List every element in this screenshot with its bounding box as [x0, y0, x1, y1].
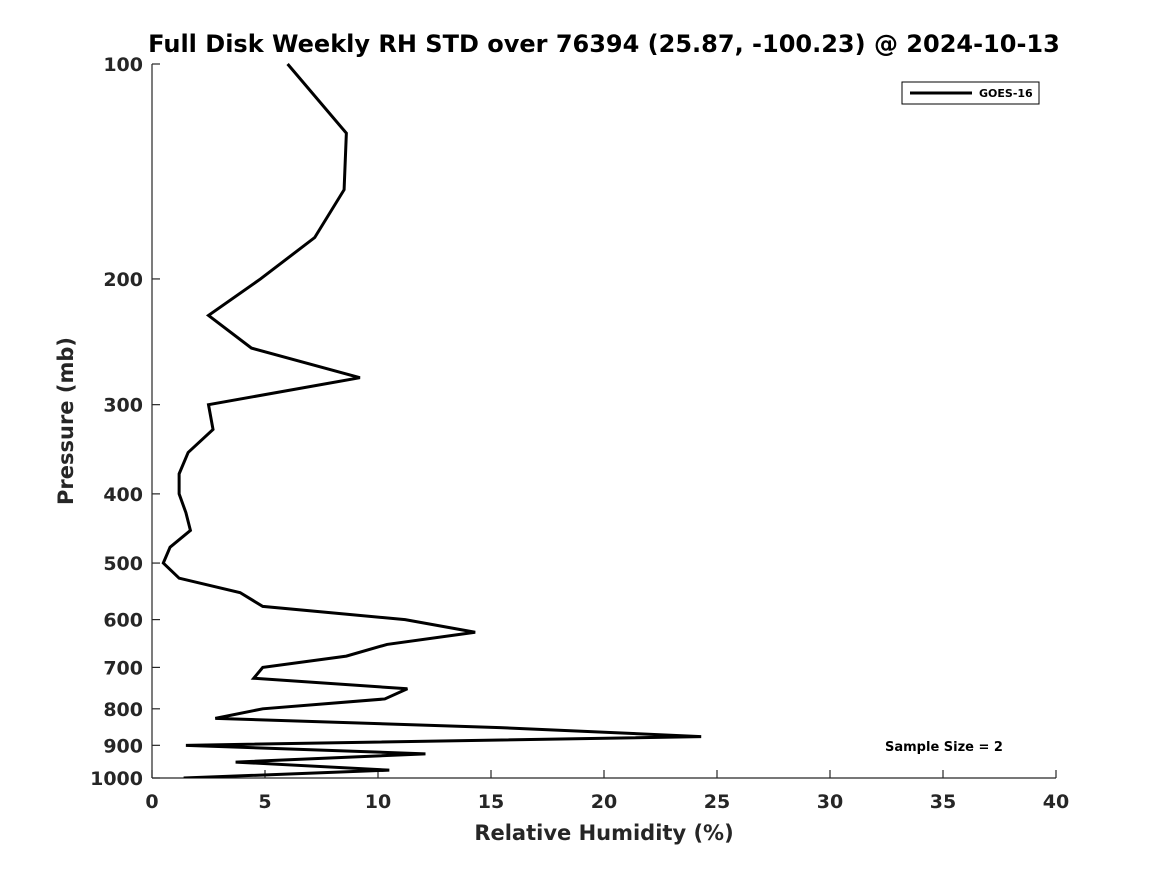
x-axis-ticks: 0 5 10 15 20 25 30 35 40: [145, 770, 1069, 813]
x-tick-label: 40: [1043, 791, 1069, 813]
x-tick-label: 10: [365, 791, 391, 813]
y-tick-label: 100: [103, 54, 143, 76]
chart-title: Full Disk Weekly RH STD over 76394 (25.8…: [148, 30, 1060, 58]
series-line-0: [161, 63, 702, 778]
series-layer: [161, 63, 702, 778]
x-tick-label: 35: [930, 791, 956, 813]
x-tick-label: 25: [704, 791, 730, 813]
x-axis-label: Relative Humidity (%): [474, 821, 733, 845]
y-tick-label: 1000: [90, 768, 143, 790]
x-tick-label: 20: [591, 791, 617, 813]
y-axis-ticks: 100 200 300 400 500 600 700 800 900 1000: [90, 54, 160, 790]
x-tick-label: 5: [258, 791, 271, 813]
y-tick-label: 300: [103, 395, 143, 417]
y-tick-label: 400: [103, 484, 143, 506]
y-tick-label: 700: [103, 657, 143, 679]
x-tick-label: 15: [478, 791, 504, 813]
y-tick-label: 800: [103, 699, 143, 721]
plot-area: [151, 64, 1056, 779]
legend: GOES-16: [901, 81, 1040, 105]
sample-size-annotation: Sample Size = 2: [885, 740, 1003, 755]
y-tick-label: 900: [103, 735, 143, 757]
y-axis-label: Pressure (mb): [54, 337, 78, 505]
x-tick-label: 0: [145, 791, 158, 813]
y-tick-label: 500: [103, 553, 143, 575]
x-tick-label: 30: [817, 791, 843, 813]
legend-label: GOES-16: [979, 87, 1033, 100]
y-tick-label: 200: [103, 269, 143, 291]
y-tick-label: 600: [103, 610, 143, 632]
